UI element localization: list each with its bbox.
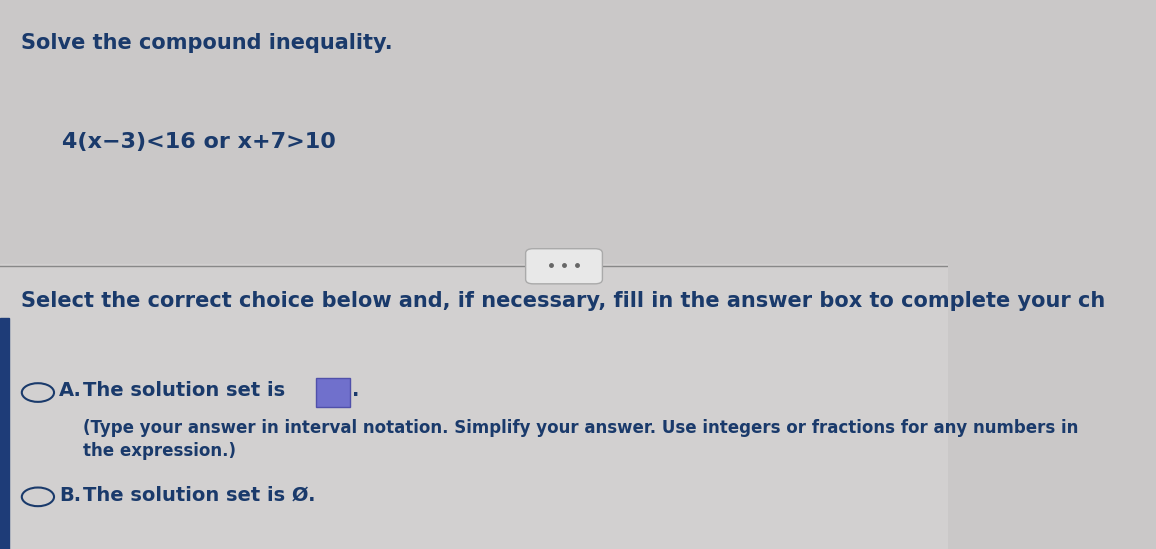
Bar <box>0 0 948 264</box>
Bar <box>0 264 948 549</box>
FancyBboxPatch shape <box>526 249 602 284</box>
Text: .: . <box>351 382 360 400</box>
Text: Select the correct choice below and, if necessary, fill in the answer box to com: Select the correct choice below and, if … <box>21 291 1105 311</box>
Text: B.: B. <box>59 486 81 505</box>
Text: The solution set is: The solution set is <box>83 382 286 400</box>
Bar <box>0 318 9 549</box>
Text: The solution set is Ø.: The solution set is Ø. <box>83 486 316 505</box>
FancyBboxPatch shape <box>316 378 350 407</box>
Text: 4(x−3)<16 or x+7>10: 4(x−3)<16 or x+7>10 <box>61 132 335 152</box>
Text: Solve the compound inequality.: Solve the compound inequality. <box>21 33 393 53</box>
Text: A.: A. <box>59 382 82 400</box>
Text: the expression.): the expression.) <box>83 442 237 460</box>
Text: (Type your answer in interval notation. Simplify your answer. Use integers or fr: (Type your answer in interval notation. … <box>83 419 1079 437</box>
